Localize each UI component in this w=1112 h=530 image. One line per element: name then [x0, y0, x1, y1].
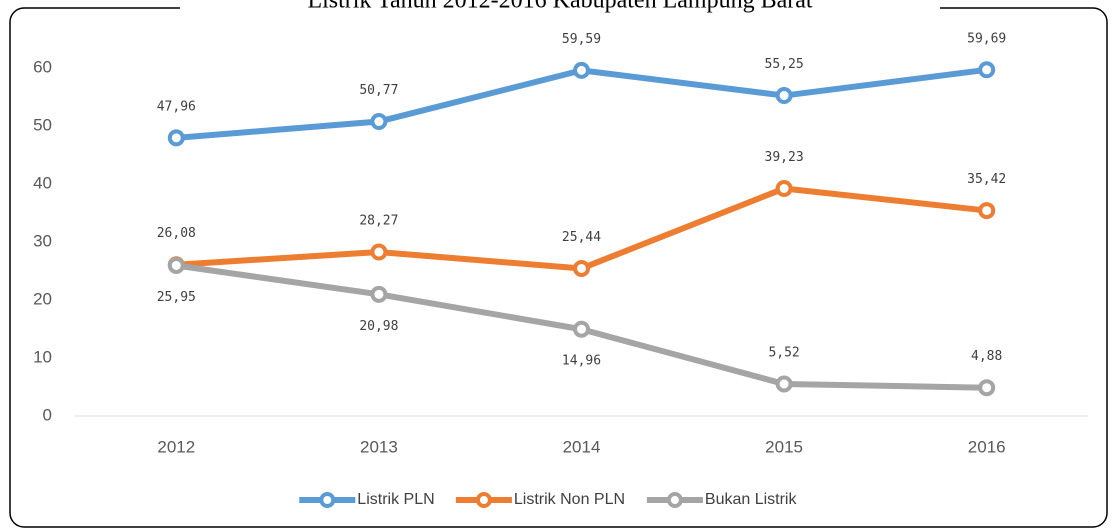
legend-label: Listrik PLN [357, 491, 434, 508]
y-tick-label: 10 [33, 347, 52, 366]
data-point [370, 243, 388, 261]
legend-label: Listrik Non PLN [514, 491, 625, 508]
data-point [573, 259, 590, 277]
data-point [573, 61, 590, 79]
data-point [573, 320, 590, 338]
data-point [167, 256, 185, 274]
y-tick-label: 20 [33, 289, 52, 308]
data-label: 50,77 [359, 83, 398, 98]
data-label: 25,44 [562, 230, 601, 245]
legend-marker [666, 492, 683, 508]
data-point [978, 61, 996, 79]
x-tick-label: 2013 [360, 437, 398, 456]
data-point [370, 285, 388, 303]
legend-marker [319, 492, 336, 508]
data-label: 5,52 [768, 345, 799, 360]
data-point [978, 202, 996, 220]
y-tick-label: 50 [33, 115, 52, 134]
data-label: 4,88 [971, 349, 1002, 364]
data-label: 20,98 [359, 319, 398, 334]
y-tick-label: 60 [33, 57, 52, 76]
data-point [775, 179, 793, 197]
chart-title: Listrik Tahun 2012-2016 Kabupaten Lampun… [307, 0, 812, 14]
data-label: 39,23 [765, 150, 804, 165]
data-label: 59,69 [967, 31, 1006, 46]
data-label: 59,59 [562, 32, 601, 47]
data-point [978, 379, 996, 397]
data-label: 47,96 [157, 99, 196, 114]
legend-marker [475, 492, 492, 508]
title-backdrop [180, 0, 940, 10]
y-tick-label: 0 [43, 405, 52, 424]
data-point [167, 129, 185, 147]
data-label: 35,42 [967, 172, 1006, 187]
y-tick-label: 40 [33, 173, 52, 192]
y-tick-label: 30 [33, 231, 52, 250]
x-tick-label: 2015 [765, 437, 803, 456]
data-label: 28,27 [359, 214, 398, 229]
data-label: 25,95 [157, 290, 196, 305]
data-label: 14,96 [562, 354, 601, 369]
legend-label: Bukan Listrik [705, 491, 798, 508]
x-tick-label: 2016 [968, 437, 1006, 456]
data-label: 26,08 [157, 226, 196, 241]
data-label: 55,25 [765, 57, 804, 72]
data-point [370, 113, 388, 131]
data-point [775, 87, 793, 105]
data-point [775, 375, 793, 393]
x-tick-label: 2014 [563, 437, 601, 456]
x-tick-label: 2012 [157, 437, 195, 456]
